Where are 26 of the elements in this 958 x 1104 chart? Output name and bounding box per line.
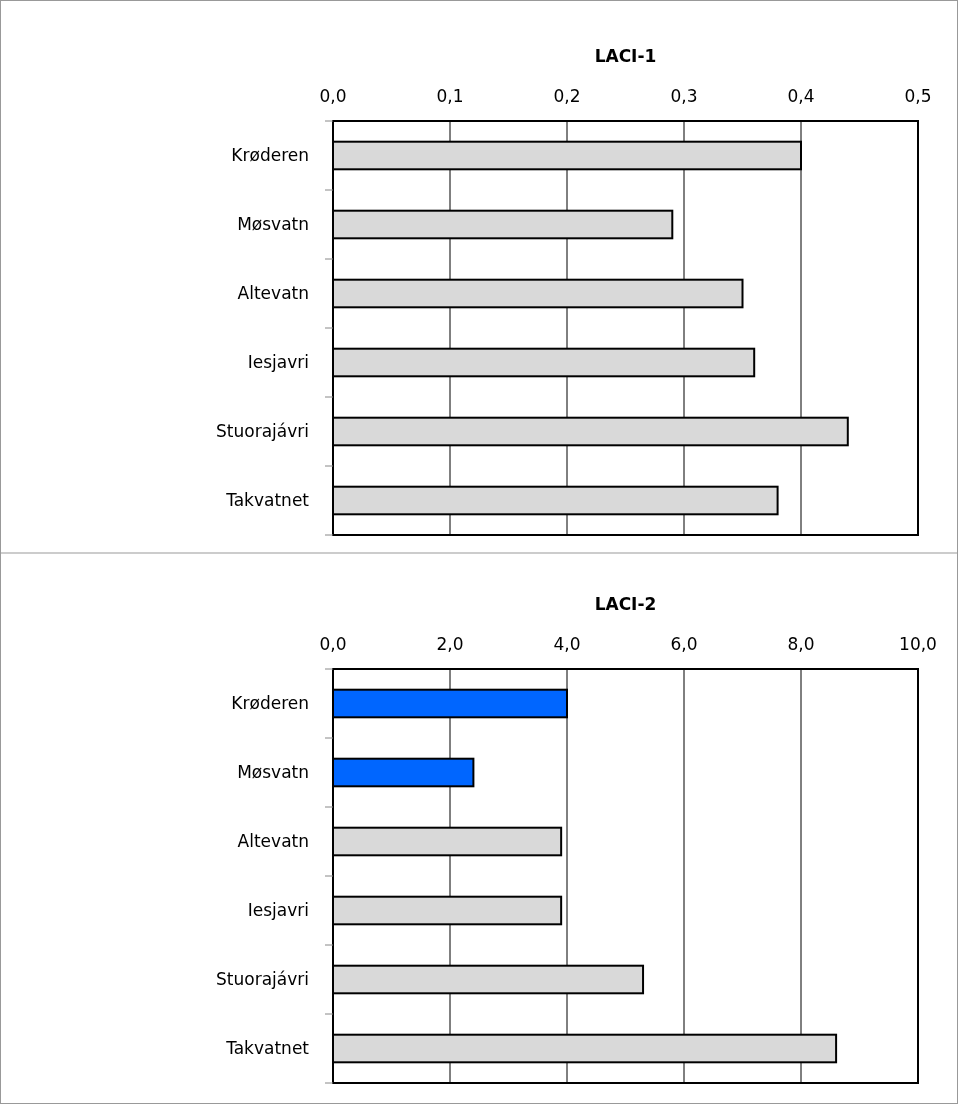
- x-tick-label: 2,0: [436, 634, 464, 654]
- y-tick-label: Møsvatn: [237, 762, 309, 783]
- x-tick-label: 0,1: [436, 86, 464, 106]
- y-tick-label: Iesjavri: [247, 900, 309, 921]
- x-tick-label: 0,0: [319, 86, 347, 106]
- y-tick-label: Takvatnet: [225, 1038, 310, 1059]
- x-tick-label: 0,0: [319, 634, 347, 654]
- y-tick-label: Takvatnet: [225, 490, 310, 511]
- y-tick-label: Stuorajávri: [216, 969, 309, 990]
- y-tick-label: Iesjavri: [247, 352, 309, 373]
- y-tick-label: Stuorajávri: [216, 421, 309, 442]
- y-tick-label: Altevatn: [237, 283, 309, 304]
- x-tick-label: 0,3: [670, 86, 698, 106]
- x-tick-label: 0,2: [553, 86, 581, 106]
- x-tick-label: 0,4: [787, 86, 815, 106]
- x-tick-label: 6,0: [670, 634, 698, 654]
- x-tick-label: 8,0: [787, 634, 815, 654]
- x-tick-label: 10,0: [899, 634, 937, 654]
- x-tick-label: 0,5: [904, 86, 932, 106]
- y-tick-label: Møsvatn: [237, 214, 309, 235]
- x-tick-label: 4,0: [553, 634, 581, 654]
- y-tick-label: Altevatn: [237, 831, 309, 852]
- chart-title: LACI-1: [594, 46, 657, 66]
- y-tick-label: Krøderen: [231, 145, 309, 166]
- chart-title: LACI-2: [594, 594, 657, 614]
- y-tick-label: Krøderen: [231, 693, 309, 714]
